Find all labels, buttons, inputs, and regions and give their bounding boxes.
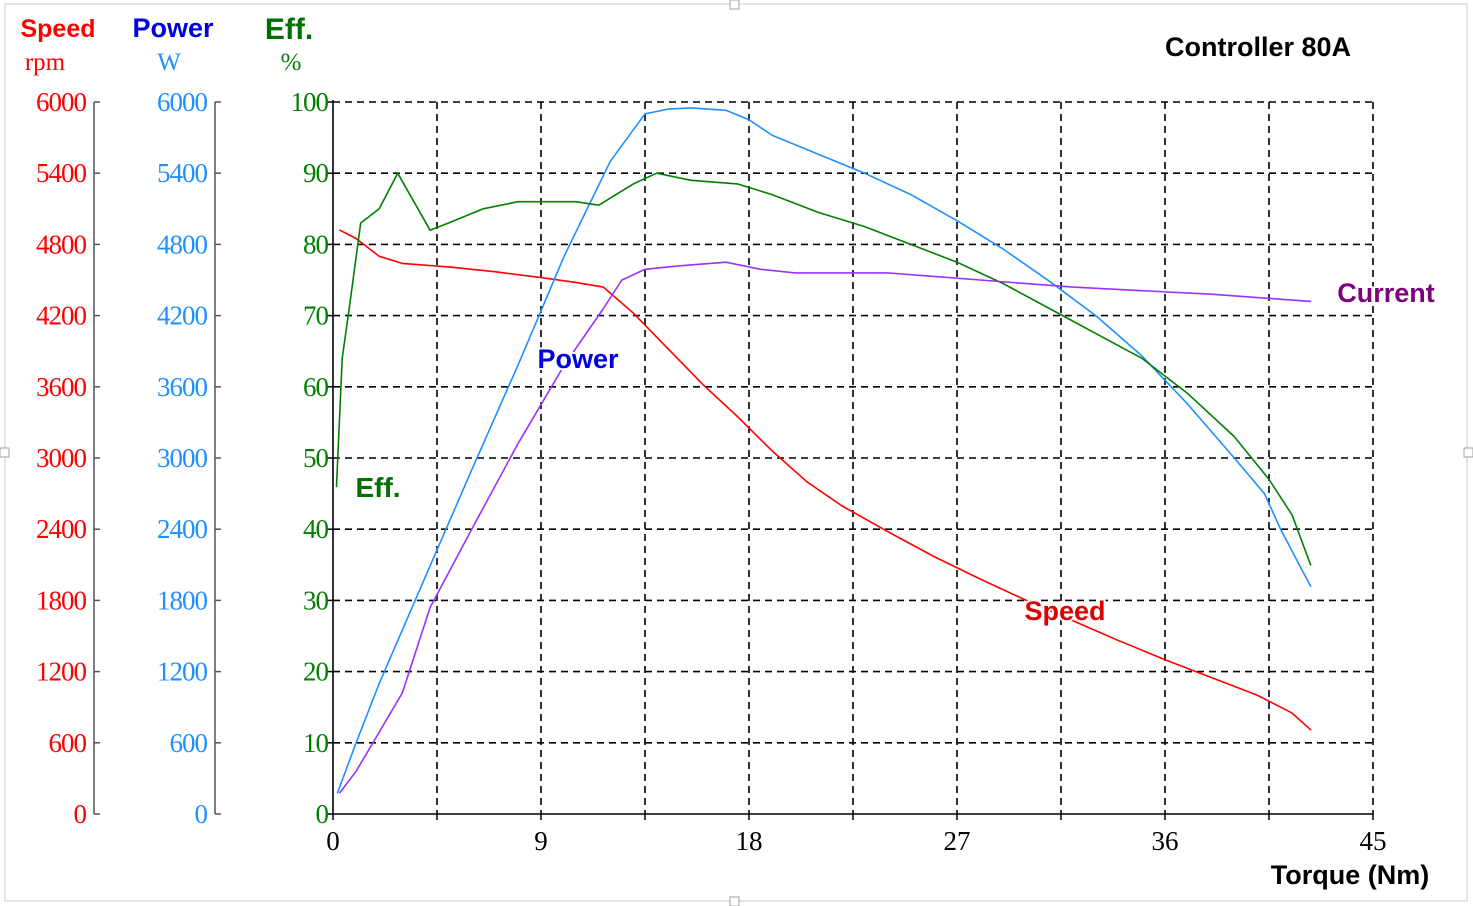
speed-tick-label: 6000	[36, 87, 87, 117]
eff-tick-label: 0	[316, 799, 329, 829]
series-label-eff: Eff.	[355, 472, 400, 503]
speed-tick-label: 3600	[36, 372, 87, 402]
x-tick-label: 9	[534, 826, 548, 856]
resize-handle-right[interactable]	[1463, 447, 1473, 458]
resize-handle-bottom[interactable]	[729, 896, 740, 906]
chart-frame	[4, 3, 1468, 902]
eff-tick-label: 100	[291, 87, 329, 117]
speed-axis-title: Speed	[20, 15, 95, 43]
chart-title: Controller 80A	[1165, 32, 1351, 62]
eff-tick-label: 50	[303, 443, 329, 473]
power-axis-title: Power	[132, 13, 214, 43]
axis-labels: 0600120018002400300036004200480054006000…	[36, 87, 1387, 856]
series-line-speed	[339, 229, 1312, 731]
speed-tick-label: 4200	[36, 301, 87, 331]
speed-tick-label: 5400	[36, 158, 87, 188]
series-line-power	[336, 107, 1312, 794]
x-tick-label: 45	[1360, 826, 1387, 856]
power-tick-label: 600	[170, 728, 208, 758]
x-tick-label: 27	[944, 826, 971, 856]
resize-handle-left[interactable]	[0, 447, 10, 458]
series-line-eff	[335, 172, 1312, 566]
eff-tick-label: 60	[303, 372, 329, 402]
power-tick-label: 3000	[157, 443, 208, 473]
eff-tick-label: 40	[303, 514, 329, 544]
grid	[333, 101, 1374, 814]
x-axis-label: Torque (Nm)	[1271, 860, 1429, 890]
power-tick-label: 4800	[157, 229, 208, 259]
speed-tick-label: 600	[49, 728, 87, 758]
axes	[93, 100, 1374, 820]
eff-tick-label: 10	[303, 728, 329, 758]
power-tick-label: 2400	[157, 514, 208, 544]
x-tick-label: 36	[1152, 826, 1179, 856]
speed-tick-label: 2400	[36, 514, 87, 544]
x-tick-label: 18	[736, 826, 763, 856]
eff-tick-label: 30	[303, 585, 329, 615]
series-label-current: Current	[1337, 278, 1435, 308]
power-tick-label: 5400	[157, 158, 208, 188]
eff-tick-label: 70	[303, 301, 329, 331]
x-tick-label: 0	[326, 826, 340, 856]
power-tick-label: 1200	[157, 657, 208, 687]
eff-tick-label: 20	[303, 657, 329, 687]
speed-tick-label: 0	[74, 799, 87, 829]
series-lines	[335, 107, 1312, 794]
speed-tick-label: 4800	[36, 229, 87, 259]
speed-axis-unit: rpm	[25, 49, 66, 76]
eff-tick-label: 90	[303, 158, 329, 188]
eff-axis-unit: %	[281, 49, 302, 76]
eff-axis-title: Eff.	[265, 13, 313, 46]
power-tick-label: 4200	[157, 301, 208, 331]
eff-tick-label: 80	[303, 229, 329, 259]
speed-tick-label: 1800	[36, 585, 87, 615]
speed-tick-label: 1200	[36, 657, 87, 687]
speed-tick-label: 3000	[36, 443, 87, 473]
series-label-power: Power	[537, 344, 619, 374]
power-tick-label: 3600	[157, 372, 208, 402]
series-label-speed: Speed	[1024, 596, 1105, 626]
series-line-current	[339, 261, 1312, 794]
power-axis-unit: W	[157, 49, 181, 76]
power-tick-label: 6000	[157, 87, 208, 117]
resize-handle-top[interactable]	[729, 0, 740, 10]
power-tick-label: 1800	[157, 585, 208, 615]
power-tick-label: 0	[195, 799, 208, 829]
